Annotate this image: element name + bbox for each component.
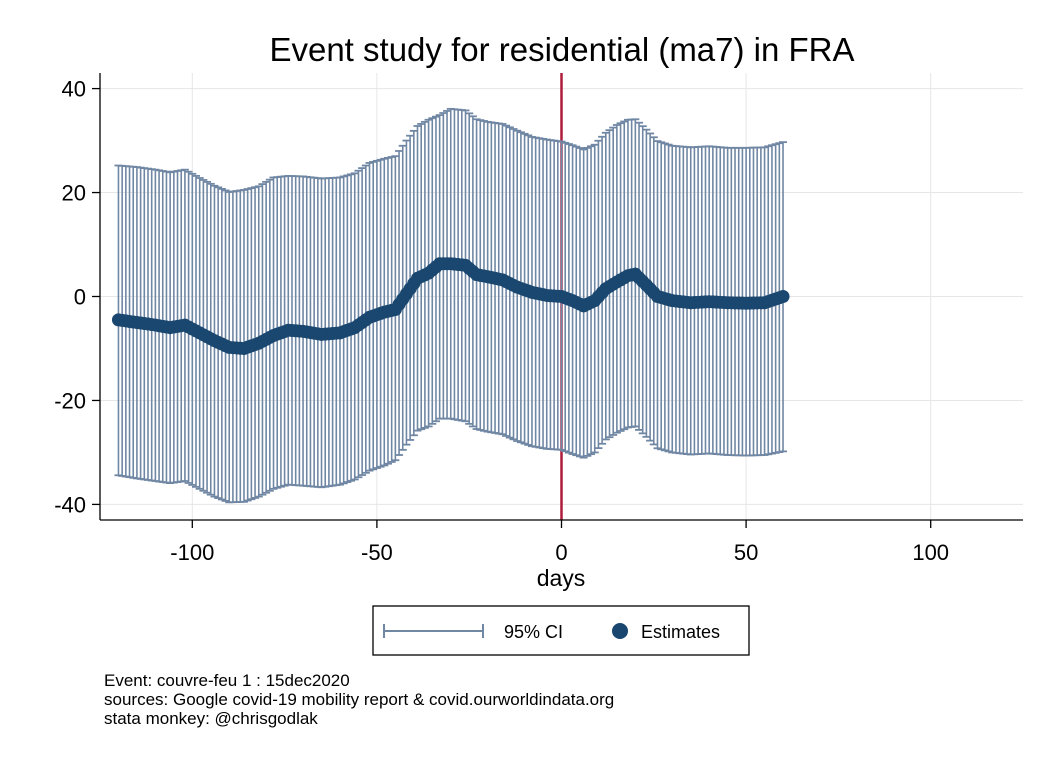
x-tick-label: 100 [912, 540, 949, 565]
note-sources: sources: Google covid-19 mobility report… [104, 690, 615, 709]
x-axis-label: days [537, 565, 586, 591]
estimate-markers [111, 257, 790, 355]
chart-title: Event study for residential (ma7) in FRA [269, 31, 854, 68]
axes: 40 20 0 -20 -40 -100 -50 0 50 100 [54, 73, 1023, 565]
x-tick-label: -100 [170, 540, 214, 565]
legend: 95% CI Estimates [372, 605, 750, 656]
legend-ci-label: 95% CI [504, 622, 563, 642]
y-tick-label: -40 [54, 492, 86, 517]
note-credit: stata monkey: @chrisgodlak [104, 709, 318, 728]
legend-estimates-key [612, 623, 628, 639]
y-tick-label: 0 [74, 285, 86, 310]
x-tick-label: 50 [734, 540, 758, 565]
y-tick-label: -20 [54, 388, 86, 413]
estimate-point [776, 290, 790, 303]
note-event: Event: couvre-feu 1 : 15dec2020 [104, 671, 350, 690]
x-tick-label: 0 [555, 540, 567, 565]
y-tick-label: 20 [62, 181, 86, 206]
chart-notes: Event: couvre-feu 1 : 15dec2020 sources:… [104, 671, 614, 728]
legend-ci-key [383, 624, 484, 638]
x-tick-label: -50 [361, 540, 393, 565]
legend-estimates-label: Estimates [641, 622, 720, 642]
y-tick-label: 40 [62, 77, 86, 102]
